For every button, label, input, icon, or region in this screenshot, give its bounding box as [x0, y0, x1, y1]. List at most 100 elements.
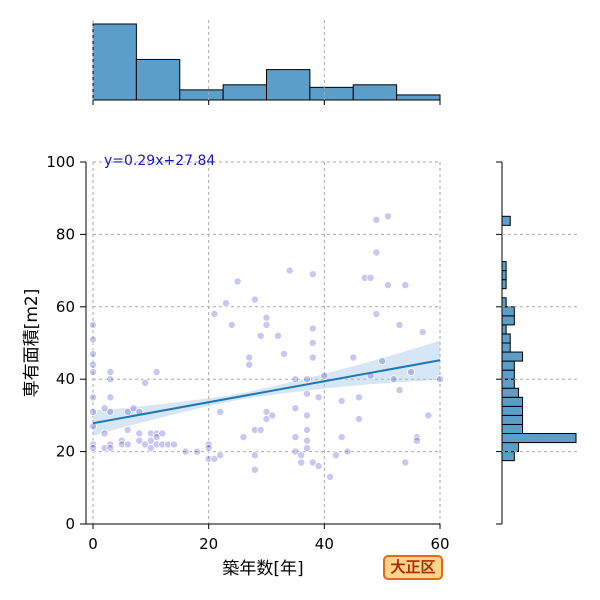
scatter-point	[389, 375, 398, 384]
scatter-point	[291, 375, 300, 384]
scatter-point	[152, 440, 161, 449]
scatter-point	[106, 393, 115, 402]
right-histogram-bar	[501, 451, 515, 462]
scatter-point	[308, 458, 317, 467]
scatter-point	[401, 281, 410, 290]
scatter-point	[395, 320, 404, 329]
scatter-point	[129, 404, 138, 413]
right-histogram-bar	[501, 351, 524, 362]
scatter-point	[152, 367, 161, 376]
top-histogram-bar	[352, 84, 398, 101]
scatter-point	[141, 440, 150, 449]
scatter-point	[135, 429, 144, 438]
scatter-point	[262, 313, 271, 322]
scatter-point	[407, 367, 416, 376]
scatter-point	[123, 425, 132, 434]
scatter-point	[372, 248, 381, 257]
scatter-point	[239, 433, 248, 442]
right-histogram-bar	[501, 270, 507, 281]
scatter-point	[100, 404, 109, 413]
scatter-point	[320, 371, 329, 380]
scatter-point	[221, 299, 230, 308]
scatter-point	[308, 338, 317, 347]
y-tick-label: 60	[56, 298, 75, 316]
scatter-point	[100, 443, 109, 452]
scatter-panel: y=0.29x+27.84 0 20 40 60 0 20 40 60 80 100 築年数[年…	[22, 153, 450, 579]
scatter-point	[326, 472, 335, 481]
scatter-point	[106, 443, 115, 452]
right-histogram-bar	[501, 387, 519, 398]
scatter-point	[302, 375, 311, 384]
scatter-point	[314, 462, 323, 471]
scatter-point	[117, 440, 126, 449]
scatter-point	[89, 367, 98, 376]
scatter-point	[216, 407, 225, 416]
scatter-point	[291, 447, 300, 456]
scatter-point	[245, 353, 254, 362]
right-histogram-bar	[501, 279, 507, 290]
right-histogram-bar	[501, 215, 511, 226]
scatter-point	[343, 447, 352, 456]
scatter-point	[89, 360, 98, 369]
right-histogram-bar	[501, 442, 519, 453]
scatter-point	[383, 281, 392, 290]
y-tick-label: 0	[65, 515, 75, 533]
scatter-point	[89, 407, 98, 416]
scatter-point	[297, 451, 306, 460]
scatter-point	[141, 378, 150, 387]
scatter-point	[164, 440, 173, 449]
scatter-point	[424, 411, 433, 420]
x-axis-title: 築年数[年]	[222, 559, 303, 579]
scatter-point	[250, 451, 259, 460]
right-histogram-bar	[501, 324, 507, 335]
y-tick-label: 80	[56, 225, 75, 243]
scatter-point	[372, 309, 381, 318]
scatter-point	[268, 411, 277, 420]
scatter-point	[302, 443, 311, 452]
scatter-point	[279, 349, 288, 358]
right-histogram-bar	[501, 378, 515, 389]
top-histogram-bar	[309, 86, 354, 101]
scatter-point	[372, 215, 381, 224]
scatter-point	[158, 429, 167, 438]
right-histogram	[496, 161, 578, 525]
scatter-point	[354, 414, 363, 423]
top-histogram-bar	[92, 23, 137, 101]
scatter-point	[337, 396, 346, 405]
scatter-point	[256, 425, 265, 434]
scatter-point	[250, 295, 259, 304]
right-histogram-bar	[501, 433, 577, 444]
x-tick-label: 40	[315, 535, 334, 553]
scatter-point	[349, 353, 358, 362]
scatter-point	[302, 436, 311, 445]
right-histogram-bar	[501, 333, 511, 344]
scatter-point	[256, 331, 265, 340]
scatter-point	[302, 389, 311, 398]
right-histogram-bar	[501, 396, 524, 407]
scatter-point	[89, 422, 98, 431]
scatter-point	[412, 436, 421, 445]
y-tick-label: 100	[46, 153, 75, 171]
right-histogram-bar	[501, 306, 515, 317]
top-histogram	[92, 20, 441, 105]
scatter-point	[227, 320, 236, 329]
scatter-point	[302, 425, 311, 434]
scatter-point	[89, 349, 98, 358]
scatter-point	[89, 393, 98, 402]
top-histogram-bar	[135, 58, 181, 101]
scatter-point	[285, 266, 294, 275]
right-histogram-bar	[501, 360, 515, 371]
scatter-point	[274, 331, 283, 340]
scatter-point	[210, 454, 219, 463]
scatter-point	[210, 309, 219, 318]
top-histogram-bar	[179, 89, 224, 101]
scatter-point	[308, 324, 317, 333]
scatter-point	[89, 320, 98, 329]
district-badge: 大正区	[383, 555, 443, 580]
scatter-point	[89, 443, 98, 452]
scatter-point	[193, 447, 202, 456]
scatter-point	[378, 357, 387, 366]
right-histogram-bar	[501, 369, 515, 380]
top-histogram-bar	[396, 94, 441, 101]
